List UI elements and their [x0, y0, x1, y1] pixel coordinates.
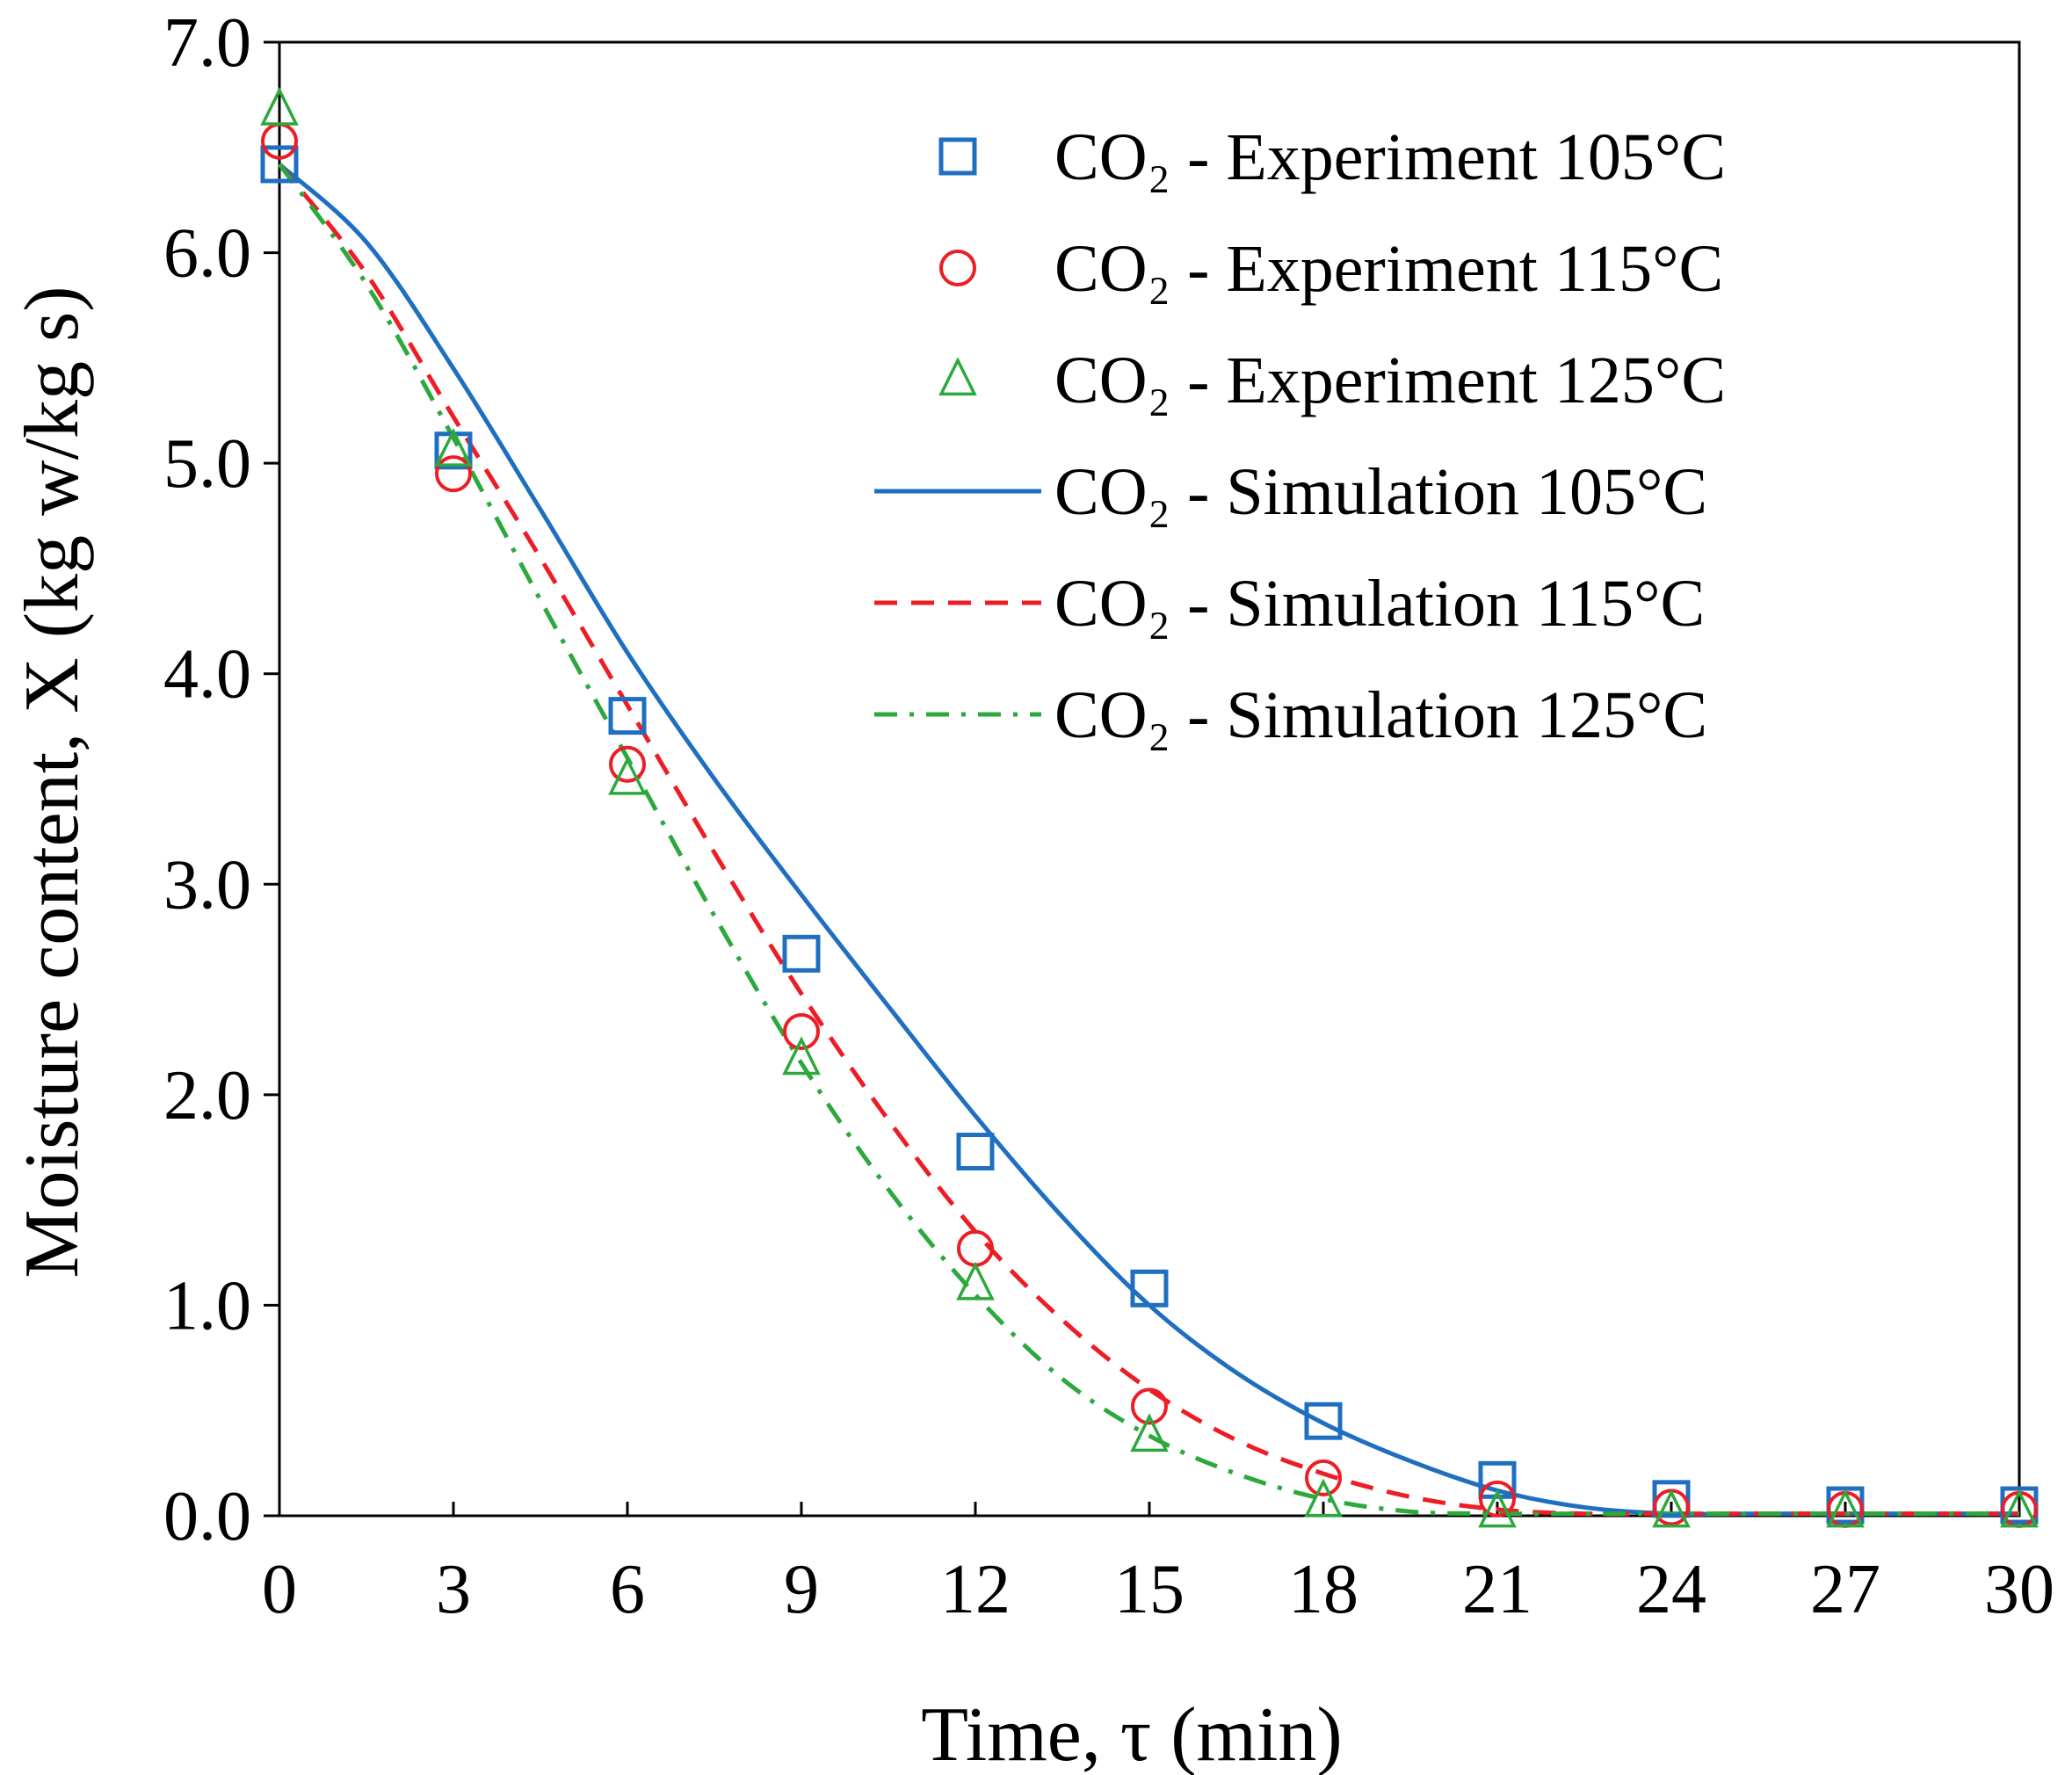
series-1-point [1478, 1460, 1517, 1499]
y-tick-label: 5.0 [163, 425, 251, 503]
series-2-point [1131, 1387, 1168, 1425]
x-tick-label: 3 [436, 1551, 471, 1628]
x-tick-label: 27 [1810, 1551, 1880, 1628]
series-3-point [1478, 1489, 1517, 1528]
axis-ticks: 0 3 6 9 12 15 18 21 24 27 30 0.0 1.0 2.0 3.0 4.0 5.0 6.0 7… [163, 4, 2054, 1628]
x-tick-label: 15 [1114, 1551, 1185, 1628]
legend-marker-1 [938, 137, 977, 176]
series-2-point [1305, 1459, 1342, 1496]
series-3-point [2000, 1489, 2039, 1528]
series-3-point [1130, 1413, 1169, 1453]
x-tick-label: 6 [610, 1551, 645, 1628]
x-tick-label: 24 [1636, 1551, 1706, 1628]
series-3-point [956, 1261, 995, 1300]
x-tick-label: 18 [1288, 1551, 1358, 1628]
legend-label-2: CO₂ - Experiment 115°C [1054, 232, 1723, 306]
y-axis-title: Moisture content, X (kg w/kg s) [10, 286, 95, 1278]
series-1-point [1652, 1480, 1691, 1518]
legend-label-6: CO₂ - Simulation 125°C [1054, 678, 1707, 752]
legend-marker-3 [938, 357, 977, 396]
series-2-point [435, 455, 472, 493]
series-1-point [782, 934, 821, 973]
x-axis-title: Time, τ (min) [921, 1692, 1343, 1775]
series-3-point [1652, 1489, 1691, 1528]
legend-marker-2 [939, 250, 976, 286]
y-tick-label: 6.0 [163, 215, 251, 293]
series-3-point [1826, 1489, 1865, 1528]
series-2-point [957, 1229, 994, 1267]
series-1-point [956, 1133, 995, 1171]
series-2-point [1479, 1480, 1516, 1518]
series-1-point [1304, 1402, 1343, 1440]
series-2-point [609, 745, 646, 783]
x-tick-label: 30 [1984, 1551, 2054, 1628]
x-tick-label: 0 [262, 1551, 297, 1628]
y-tick-label: 1.0 [163, 1267, 251, 1344]
series-3-point [608, 756, 647, 795]
series-1-point [260, 145, 299, 184]
y-tick-label: 0.0 [163, 1478, 251, 1555]
x-tick-label: 9 [784, 1551, 819, 1628]
series-3-point [1304, 1478, 1343, 1518]
legend-label-3: CO₂ - Experiment 125°C [1054, 344, 1726, 417]
y-tick-label: 4.0 [163, 636, 251, 714]
legend: CO₂ - Experiment 105°C CO₂ - Experiment 1… [874, 120, 1726, 752]
series-3-point [434, 427, 473, 467]
legend-label-4: CO₂ - Simulation 105°C [1054, 455, 1707, 529]
series-1-point [608, 697, 647, 735]
series-1-point [1130, 1269, 1169, 1308]
y-tick-label: 7.0 [163, 4, 251, 82]
y-tick-label: 3.0 [163, 846, 251, 924]
series-2-point [783, 1012, 820, 1050]
x-tick-label: 12 [940, 1551, 1011, 1628]
legend-label-1: CO₂ - Experiment 105°C [1054, 120, 1726, 194]
series-3-point [782, 1036, 821, 1076]
y-tick-label: 2.0 [163, 1057, 251, 1134]
x-tick-label: 21 [1462, 1551, 1532, 1628]
legend-label-5: CO₂ - Simulation 115°C [1054, 567, 1705, 641]
series-3-point [260, 86, 299, 126]
series-markers [260, 86, 2039, 1528]
